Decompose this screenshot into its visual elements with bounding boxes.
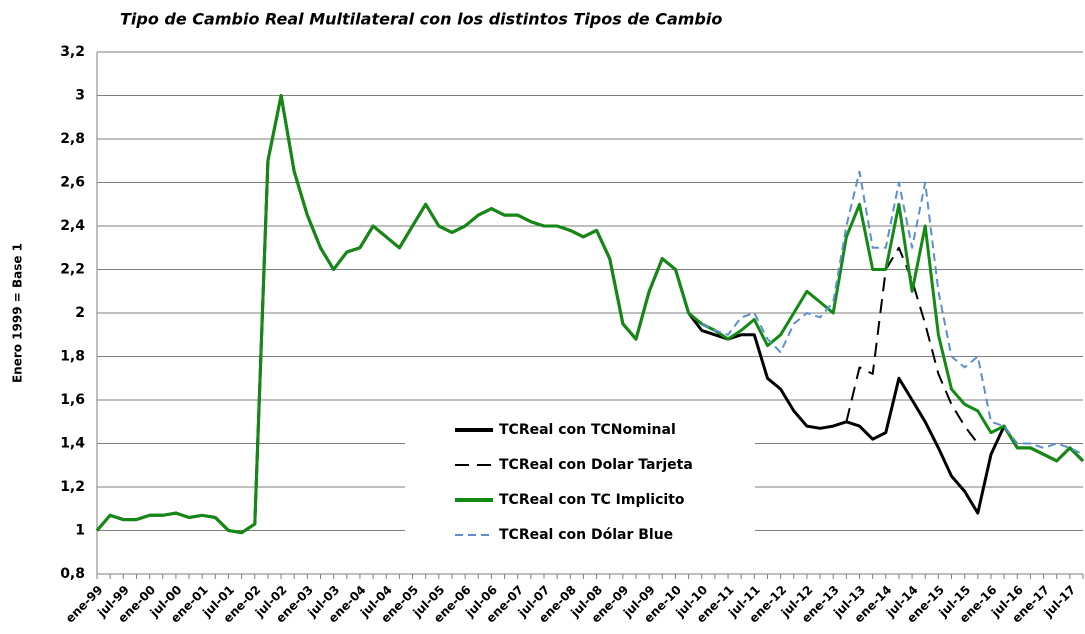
legend-label: TCReal con Dólar Blue [499, 527, 673, 543]
legend-label: TCReal con TCNominal [499, 422, 676, 438]
y-tick-label: 2,8 [60, 131, 85, 147]
y-tick-label: 2 [75, 305, 85, 321]
y-tick-label: 1 [75, 523, 85, 539]
y-tick-label: 1,8 [60, 349, 85, 365]
y-tick-label: 2,2 [60, 262, 85, 278]
legend-label: TCReal con TC Implicito [499, 492, 685, 508]
y-tick-label: 3 [75, 88, 85, 104]
y-tick-label: 1,2 [60, 479, 85, 495]
series-line [845, 246, 979, 445]
chart-title: Tipo de Cambio Real Multilateral con los… [120, 10, 722, 29]
y-tick-label: 2,6 [60, 175, 85, 191]
y-tick-label: 0,8 [60, 566, 85, 582]
y-tick-label: 1,4 [60, 436, 85, 452]
y-tick-label: 2,4 [60, 218, 85, 234]
series-line [95, 94, 1085, 535]
y-tick-label: 1,6 [60, 392, 85, 408]
legend-label: TCReal con Dolar Tarjeta [499, 457, 693, 473]
x-tick-label: ene-99 [63, 583, 106, 626]
y-axis-label: Enero 1999 = Base 1 [11, 243, 25, 383]
y-tick-label: 3,2 [60, 44, 85, 60]
legend-box [405, 412, 755, 554]
